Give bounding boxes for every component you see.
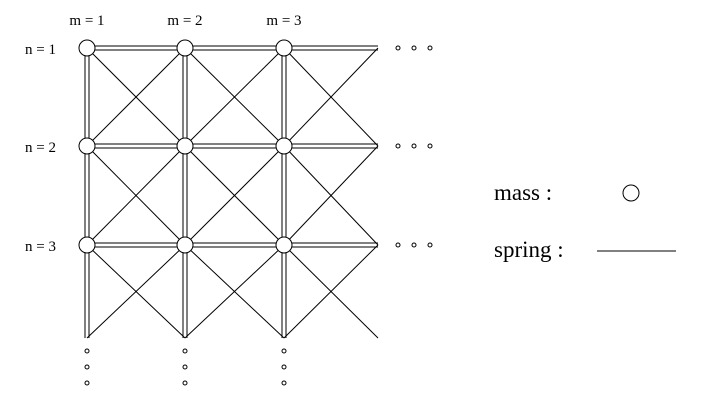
diagonal-spring (184, 145, 285, 246)
row-label-n2: n = 2 (25, 140, 56, 156)
vertical-ellipsis-dot (281, 348, 287, 354)
legend-mass-circle-icon (622, 184, 640, 202)
horizontal-ellipsis-dot (395, 242, 401, 248)
row-label-n1: n = 1 (25, 42, 56, 58)
mass-node-n1-m1 (78, 39, 96, 57)
mass-node-n3-m1 (78, 236, 96, 254)
column-label-m1: m = 1 (69, 13, 104, 29)
mass-node-n3-m3 (275, 236, 293, 254)
horizontal-ellipsis-dot (411, 45, 417, 51)
diagonal-spring (86, 244, 186, 339)
vertical-ellipsis-dot (182, 380, 188, 386)
horizontal-ellipsis-dot (411, 143, 417, 149)
horizontal-ellipsis-dot (411, 242, 417, 248)
vertical-ellipsis-dot (182, 364, 188, 370)
mass-nodes (78, 39, 293, 254)
continuation-ellipses (84, 45, 433, 386)
mass-node-n2-m3 (275, 137, 293, 155)
mass-node-n2-m2 (176, 137, 194, 155)
diagonal-spring (283, 145, 379, 246)
horizontal-ellipsis-dot (427, 45, 433, 51)
vertical-ellipsis-dot (84, 380, 90, 386)
legend: mass : spring : (494, 180, 676, 262)
mass-node-n3-m2 (176, 236, 194, 254)
mass-node-n1-m3 (275, 39, 293, 57)
vertical-ellipsis-dot (84, 364, 90, 370)
row-label-n3: n = 3 (25, 239, 56, 255)
mass-node-n1-m2 (176, 39, 194, 57)
column-label-m2: m = 2 (167, 13, 202, 29)
horizontal-ellipsis-dot (427, 143, 433, 149)
legend-mass-label: mass : (494, 180, 552, 205)
diagonal-spring (283, 47, 379, 147)
diagonal-spring (184, 47, 285, 147)
vertical-ellipsis-dot (281, 364, 287, 370)
diagonal-spring (283, 244, 379, 339)
vertical-ellipsis-dot (182, 348, 188, 354)
horizontal-ellipsis-dot (427, 242, 433, 248)
legend-spring-label: spring : (494, 237, 564, 262)
spring-lattice (84, 45, 379, 339)
horizontal-ellipsis-dot (395, 143, 401, 149)
column-label-m3: m = 3 (266, 13, 301, 29)
mass-node-n2-m1 (78, 137, 96, 155)
horizontal-ellipsis-dot (395, 45, 401, 51)
diagonal-spring (86, 145, 186, 246)
diagonal-spring (86, 47, 186, 147)
vertical-ellipsis-dot (84, 348, 90, 354)
diagonal-spring (184, 244, 285, 339)
vertical-ellipsis-dot (281, 380, 287, 386)
